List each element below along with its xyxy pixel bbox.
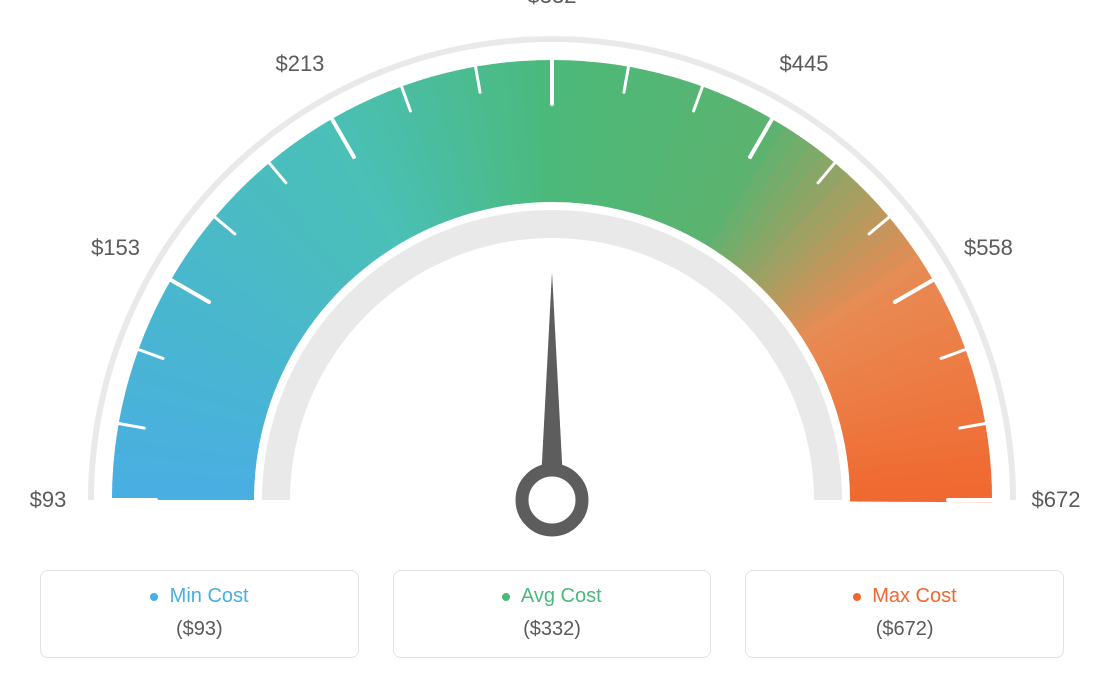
legend-value: ($332) [404, 618, 701, 641]
gauge-tick-label: $672 [1032, 487, 1081, 513]
legend-title-max: Max Cost [756, 585, 1053, 608]
dot-icon [502, 593, 510, 601]
legend-card-avg: Avg Cost ($332) [393, 570, 712, 658]
legend-value: ($93) [51, 618, 348, 641]
legend-label: Min Cost [170, 585, 249, 607]
gauge-tick-label: $213 [275, 51, 324, 77]
dot-icon [853, 593, 861, 601]
legend-label: Avg Cost [521, 585, 602, 607]
dot-icon [150, 593, 158, 601]
legend-card-max: Max Cost ($672) [745, 570, 1064, 658]
legend-card-min: Min Cost ($93) [40, 570, 359, 658]
legend-row: Min Cost ($93) Avg Cost ($332) Max Cost … [0, 570, 1104, 658]
gauge-tick-label: $93 [30, 487, 67, 513]
gauge-tick-label: $153 [91, 235, 140, 261]
gauge-svg [0, 0, 1104, 560]
legend-title-avg: Avg Cost [404, 585, 701, 608]
gauge-tick-label: $445 [780, 51, 829, 77]
legend-title-min: Min Cost [51, 585, 348, 608]
gauge-tick-label: $558 [964, 235, 1013, 261]
gauge-container: $93 $153 $213 $332 $445 $558 $672 [0, 0, 1104, 560]
legend-value: ($672) [756, 618, 1053, 641]
legend-label: Max Cost [872, 585, 956, 607]
gauge-tick-label: $332 [528, 0, 577, 9]
